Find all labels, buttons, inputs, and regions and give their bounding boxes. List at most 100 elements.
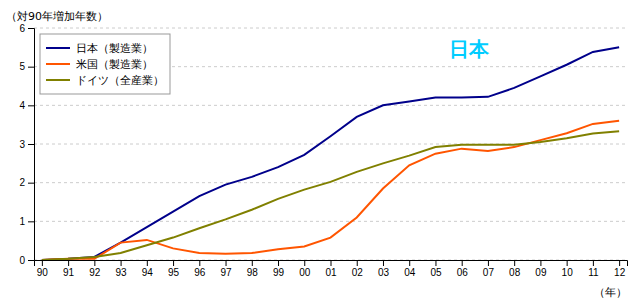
x-tick-label: 10	[562, 267, 574, 278]
y-tick-label: 2	[19, 177, 25, 188]
x-tick: 96	[194, 260, 206, 278]
x-tick-label: 09	[535, 267, 547, 278]
legend-label: 日本（製造業）	[76, 42, 153, 55]
grid	[34, 28, 627, 260]
legend-item: ドイツ（全産業）	[46, 74, 164, 87]
tick-mark	[278, 260, 279, 266]
y-axis: 0 1 2 3 4 5 6	[19, 23, 34, 266]
x-axis: 90 91 92 93 94 95 96 97 98 99 00 01 02 03 04 05 06 07 08 09…	[35, 260, 628, 278]
tick-mark	[28, 28, 34, 29]
tick-mark	[304, 260, 305, 266]
tick-mark	[331, 260, 332, 266]
axis-domain	[28, 29, 35, 261]
x-tick-label: 98	[247, 267, 259, 278]
legend-swatch	[46, 47, 70, 49]
x-tick-label: 04	[404, 267, 416, 278]
x-tick-label: 92	[89, 267, 101, 278]
x-tick-label: 08	[509, 267, 521, 278]
marks	[42, 47, 619, 260]
y-axis-title: （対90年増加年数）	[6, 10, 108, 23]
x-tick: 07	[483, 260, 495, 278]
series-line	[42, 47, 619, 260]
x-tick: 00	[299, 260, 311, 278]
series-line	[42, 121, 619, 260]
x-tick: 93	[116, 260, 128, 278]
x-tick: 09	[535, 260, 547, 278]
y-tick: 2	[19, 177, 34, 188]
y-tick-label: 0	[19, 255, 25, 266]
x-tick-label: 06	[457, 267, 469, 278]
tick-mark	[28, 67, 34, 68]
x-tick: 02	[352, 260, 364, 278]
legend: 日本（製造業） 米国（製造業） ドイツ（全産業）	[40, 34, 170, 94]
tick-mark	[619, 260, 620, 266]
tick-mark	[383, 260, 384, 266]
x-tick-label: 99	[273, 267, 285, 278]
tick-mark	[68, 260, 69, 266]
x-tick: 12	[614, 260, 626, 278]
y-tick: 3	[19, 139, 34, 150]
y-tick: 0	[19, 255, 34, 266]
series-line	[42, 131, 619, 260]
x-tick: 06	[457, 260, 469, 278]
legend-items: 日本（製造業） 米国（製造業） ドイツ（全産業）	[46, 42, 164, 87]
x-tick-label: 00	[299, 267, 311, 278]
x-tick: 98	[247, 260, 259, 278]
x-tick-label: 01	[325, 267, 337, 278]
tick-mark	[593, 260, 594, 266]
tick-mark	[226, 260, 227, 266]
x-tick-label: 03	[378, 267, 390, 278]
legend-label: ドイツ（全産業）	[76, 74, 164, 87]
y-tick: 5	[19, 61, 34, 72]
tick-mark	[199, 260, 200, 266]
x-tick-label: 91	[63, 267, 75, 278]
x-tick-label: 12	[614, 267, 626, 278]
legend-label: 米国（製造業）	[76, 58, 153, 71]
x-tick-label: 96	[194, 267, 206, 278]
legend-item: 日本（製造業）	[46, 42, 153, 55]
x-tick-label: 05	[430, 267, 442, 278]
tick-mark	[28, 221, 34, 222]
x-tick-label: 97	[220, 267, 232, 278]
tick-mark	[357, 260, 358, 266]
x-tick: 91	[63, 260, 75, 278]
x-tick: 90	[37, 260, 49, 278]
y-tick-label: 4	[19, 100, 25, 111]
annotation: 日本	[449, 37, 490, 61]
x-tick-label: 07	[483, 267, 495, 278]
tick-mark	[28, 105, 34, 106]
tick-mark	[28, 183, 34, 184]
grid-line	[34, 221, 627, 222]
x-tick: 11	[588, 260, 599, 278]
y-tick-label: 6	[19, 23, 25, 34]
tick-mark	[462, 260, 463, 266]
x-tick-label: 02	[352, 267, 364, 278]
chart-container: 9091929394959697989900010203040506070809…	[0, 0, 643, 302]
legend-swatch	[46, 79, 70, 81]
tick-mark	[488, 260, 489, 266]
plot: 9091929394959697989900010203040506070809…	[19, 23, 627, 278]
tick-mark	[567, 260, 568, 266]
x-tick: 92	[89, 260, 101, 278]
grid-line	[34, 28, 627, 29]
tick-mark	[121, 260, 122, 266]
y-tick: 1	[19, 216, 34, 227]
tick-mark	[409, 260, 410, 266]
x-axis-title: （年）	[594, 286, 627, 299]
chart-svg: 9091929394959697989900010203040506070809…	[0, 0, 643, 302]
x-tick: 04	[404, 260, 416, 278]
tick-mark	[28, 260, 34, 261]
axis-domain	[35, 261, 628, 267]
x-tick-label: 95	[168, 267, 180, 278]
grid-line	[34, 105, 627, 106]
x-tick: 08	[509, 260, 521, 278]
legend-item: 米国（製造業）	[46, 58, 153, 71]
grid-line	[34, 144, 627, 145]
y-tick-label: 1	[19, 216, 25, 227]
tick-mark	[435, 260, 436, 266]
y-tick-label: 3	[19, 139, 25, 150]
tick-mark	[94, 260, 95, 266]
tick-mark	[514, 260, 515, 266]
x-tick-label: 93	[116, 267, 128, 278]
x-tick-label: 94	[142, 267, 154, 278]
